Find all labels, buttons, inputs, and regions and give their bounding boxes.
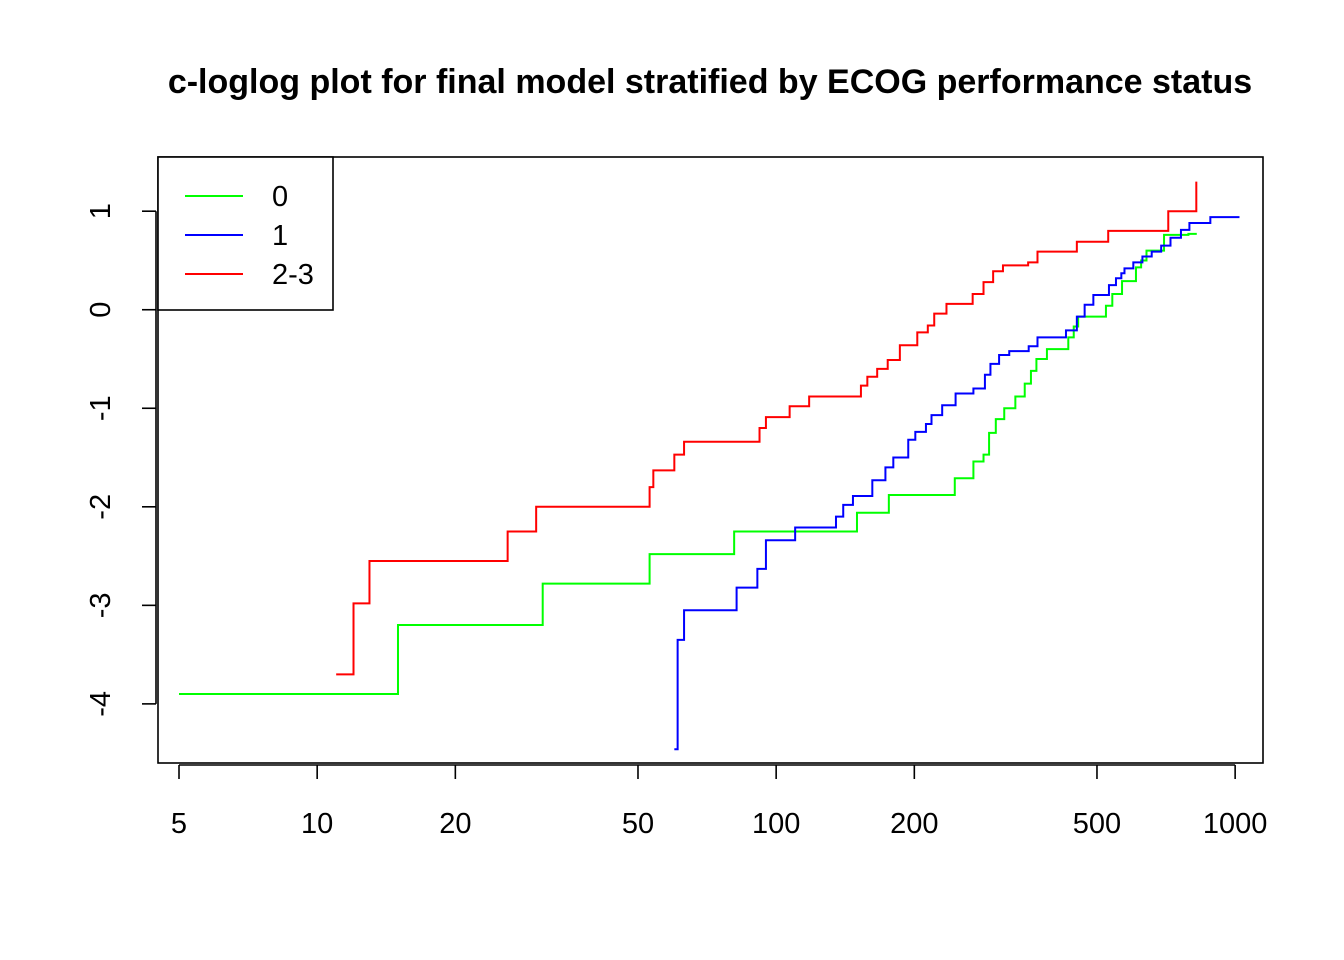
y-tick-label: 0 <box>85 302 117 318</box>
series-line-1 <box>674 216 1240 751</box>
x-tick-label: 10 <box>301 808 333 840</box>
x-tick-label: 50 <box>622 808 654 840</box>
chart-title: c-loglog plot for final model stratified… <box>168 63 1252 101</box>
legend-box <box>157 156 334 311</box>
y-tick-label: -4 <box>85 691 117 717</box>
plot-area-frame <box>157 156 1264 764</box>
x-tick-label: 1000 <box>1203 808 1268 840</box>
y-tick-label: 1 <box>85 203 117 219</box>
x-tick-label: 100 <box>752 808 800 840</box>
legend-label: 1 <box>272 220 288 252</box>
x-tick-label: 500 <box>1073 808 1121 840</box>
y-tick-label: -3 <box>85 592 117 618</box>
x-tick-label: 20 <box>439 808 471 840</box>
legend: 0 1 2-3 <box>157 156 334 311</box>
x-tick-label: 5 <box>171 808 187 840</box>
y-tick-label: -1 <box>85 395 117 421</box>
legend-label: 2-3 <box>272 259 314 291</box>
series-line-2-3 <box>336 181 1198 676</box>
y-axis: -4 -3 -2 -1 0 1 <box>85 203 157 717</box>
series-line-0 <box>179 232 1197 696</box>
series-layer <box>179 181 1240 751</box>
x-axis: 5 10 20 50 100 200 500 1000 <box>171 764 1268 840</box>
x-tick-label: 200 <box>890 808 938 840</box>
y-tick-label: -2 <box>85 494 117 520</box>
legend-label: 0 <box>272 181 288 213</box>
